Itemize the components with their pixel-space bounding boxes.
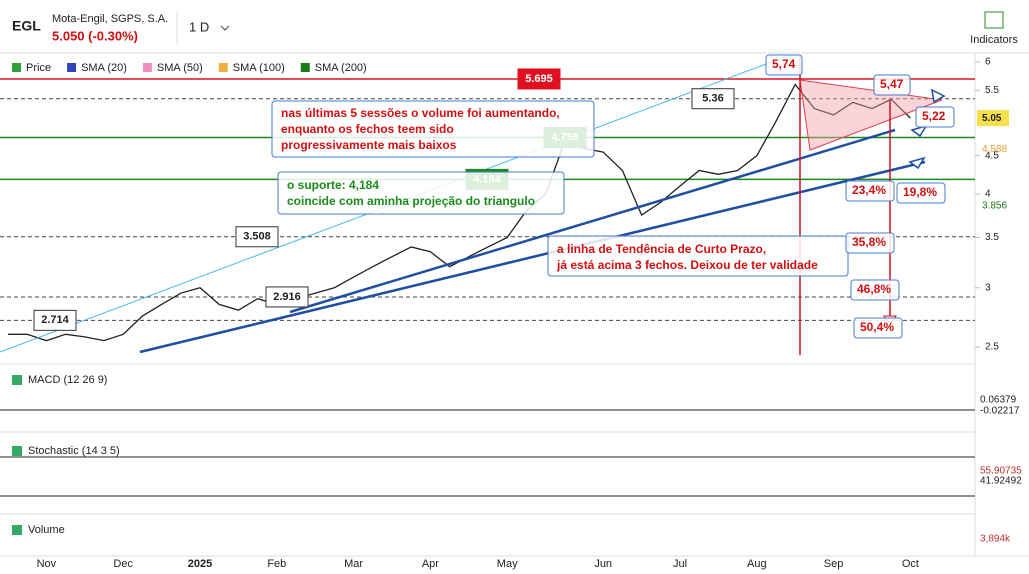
legend-entry: SMA (100) [233, 62, 285, 74]
annotation-box [271, 100, 595, 158]
legend-swatch [12, 63, 21, 72]
quote: 5.050 (-0.30%) [52, 28, 138, 43]
volume-value: 3,894k [980, 534, 1011, 545]
annotation-box [845, 232, 895, 254]
annotation: 5,22 [922, 109, 946, 123]
macd-label: MACD (12 26 9) [28, 374, 107, 386]
price-tag: 4.588 [982, 144, 1007, 155]
legend-swatch [218, 63, 228, 72]
x-tick-label: 2025 [188, 558, 212, 570]
level-label: 5.36 [702, 93, 723, 105]
indicators-button[interactable]: Indicators [970, 34, 1018, 46]
pane-icon [12, 375, 22, 385]
x-tick-label: Feb [267, 558, 286, 570]
macd-value: -0.02217 [980, 406, 1020, 417]
annotation: 5,74 [772, 57, 796, 71]
annotation: o suporte: 4,184 [287, 178, 379, 192]
annotation: progressivamente mais baixos [281, 138, 457, 152]
legend-entry: SMA (20) [81, 62, 127, 74]
level-box [235, 226, 279, 248]
annotation: 35,8% [852, 235, 886, 249]
x-tick-label: Aug [747, 558, 767, 570]
annotation: nas últimas 5 sessões o volume foi aumen… [281, 106, 560, 120]
triangle [799, 79, 943, 151]
price-tag-box [977, 110, 1009, 127]
macd-value: 0.06379 [980, 395, 1017, 406]
level-box [265, 286, 309, 308]
x-tick-label: Jul [673, 558, 687, 570]
annotation: enquanto os fechos teem sido [281, 122, 454, 136]
annotation-box [845, 180, 895, 202]
legend-swatch [300, 63, 310, 72]
annotation-box [853, 317, 903, 339]
y-tick-label: 4.5 [985, 150, 999, 161]
legend-entry: Price [26, 62, 51, 74]
arrow-heads [908, 88, 946, 170]
price-tag: 3.856 [982, 201, 1007, 212]
level-label: 5.695 [525, 73, 553, 85]
x-tick-label: Sep [824, 558, 844, 570]
level-label: 3.508 [243, 231, 271, 243]
indicators-icon[interactable] [984, 11, 1004, 29]
x-tick-label: May [497, 558, 518, 570]
y-tick-label: 3 [985, 282, 991, 293]
annotation: 23,4% [852, 183, 886, 197]
legend-swatch [142, 63, 152, 72]
trend-line [139, 160, 926, 354]
x-tick-label: Jun [594, 558, 612, 570]
y-tick-label: 5.5 [985, 85, 999, 96]
annotation-box [896, 182, 946, 204]
symbol: EGL [12, 18, 41, 34]
y-tick-label: 2.5 [985, 342, 999, 353]
trend-line [289, 128, 896, 314]
level-box [691, 88, 735, 110]
legend-entry: SMA (200) [315, 62, 367, 74]
x-tick-label: Nov [37, 558, 57, 570]
x-tick-label: Apr [422, 558, 439, 570]
volume-label: Volume [28, 524, 65, 536]
stochastic-value: 41.92492 [980, 476, 1022, 487]
x-tick-label: Mar [344, 558, 363, 570]
stochastic-value: 55.90735 [980, 466, 1022, 477]
x-tick-label: Oct [902, 558, 919, 570]
pane-icon [12, 525, 22, 535]
y-tick-label: 3.5 [985, 232, 999, 243]
price-tag: 5.05 [982, 113, 1002, 124]
annotation: 5,47 [880, 77, 904, 91]
annotation-box [277, 171, 565, 215]
level-box [517, 68, 561, 90]
legend-swatch [67, 63, 77, 72]
y-tick-label: 4 [985, 189, 991, 200]
annotation: 50,4% [860, 320, 894, 334]
level-label: 2.916 [273, 291, 301, 303]
level-label: 2.714 [41, 314, 69, 326]
x-tick-label: Dec [113, 558, 133, 570]
pane-icon [12, 446, 22, 456]
annotation: coincide com aminha projeção do triangul… [287, 194, 535, 208]
stochastic-label: Stochastic (14 3 5) [28, 445, 120, 457]
annotation-box [915, 106, 955, 128]
legend-entry: SMA (50) [157, 62, 203, 74]
interval[interactable]: 1 D [189, 19, 209, 34]
annotation: a linha de Tendência de Curto Prazo, [557, 242, 766, 256]
annotation-box [765, 54, 803, 76]
y-tick-label: 6 [985, 57, 991, 68]
level-box [33, 309, 77, 331]
company: Mota-Engil, SGPS, S.A. [52, 13, 168, 25]
annotation: 46,8% [857, 282, 891, 296]
annotation: 19,8% [903, 185, 937, 199]
annotation: já está acima 3 fechos. Deixou de ter va… [556, 258, 818, 272]
annotation-box [873, 74, 911, 96]
annotation-box [547, 235, 849, 277]
dropdown-icon[interactable] [220, 25, 230, 31]
annotation-box [850, 279, 900, 301]
